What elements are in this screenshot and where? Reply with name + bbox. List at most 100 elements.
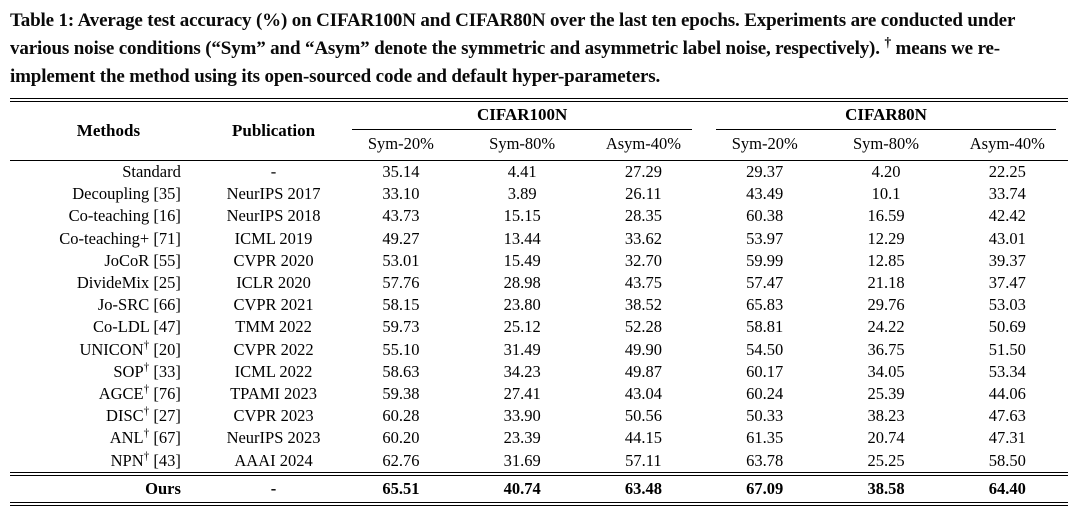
value-cell: 25.39 [867,384,905,404]
value-cell: 27.29 [624,162,662,181]
subcol-cifar100n-asym40: Asym-40% [582,130,705,161]
method-dagger: † [143,405,150,418]
results-table: Methods Publication CIFAR100N CIFAR80N S… [10,98,1068,506]
value-cell: 13.44 [503,228,541,248]
ours-value-cell: 63.48 [582,471,705,504]
method-cell: DivideMix [25] [76,273,181,293]
method-dagger: † [143,427,150,440]
method-cell: ANL† [67] [109,427,181,448]
ours-value-cell: 67.09 [704,471,826,504]
value-cell: 50.69 [988,317,1026,337]
value-cell: 33.62 [624,228,662,248]
method-cell: Jo-SRC [66] [97,295,181,315]
table-footer: Ours - 65.51 40.74 63.48 67.09 38.58 64.… [10,471,1068,504]
value-cell: 59.73 [382,317,420,337]
value-cell: 65.83 [746,295,784,315]
value-cell: 53.97 [746,228,784,248]
value-cell: 47.31 [988,428,1026,448]
value-cell: 53.03 [988,295,1026,315]
value-cell: 3.89 [507,184,537,204]
value-cell: 58.81 [746,317,784,337]
value-cell: 49.87 [624,361,662,381]
method-cell: AGCE† [76] [98,383,181,404]
value-cell: 39.37 [988,250,1026,270]
table-row: AGCE† [76] TPAMI 2023 59.38 27.41 43.04 60.24… [10,383,1068,405]
value-cell: 25.25 [867,450,905,470]
table-row: Co-teaching+ [71] ICML 2019 49.27 13.44 33.6… [10,228,1068,250]
value-cell: 26.11 [625,184,662,204]
method-cell: Decoupling [35] [72,184,181,204]
subcol-cifar80n-sym80: Sym-80% [825,130,947,161]
ours-row: Ours - 65.51 40.74 63.48 67.09 38.58 64.… [10,471,1068,504]
value-cell: 58.50 [988,450,1026,470]
caption-dagger: † [884,34,891,50]
publication-cell: AAAI 2024 [234,450,313,470]
publication-cell: TPAMI 2023 [230,384,318,404]
value-cell: 33.74 [988,184,1026,204]
publication-cell: NeurIPS 2018 [226,206,321,226]
method-cell: NPN† [43] [110,450,181,470]
value-cell: 43.01 [988,228,1026,248]
caption-text-after: means we re-implement the method using i… [10,38,1000,87]
ours-value-cell: 40.74 [461,471,583,504]
value-cell: 12.29 [867,228,905,248]
value-cell: 52.28 [624,317,662,337]
value-cell: 47.63 [988,406,1026,426]
col-header-publication: Publication [206,100,341,161]
value-cell: 21.18 [867,273,905,293]
value-cell: 31.49 [503,339,541,359]
method-cell: JoCoR [55] [104,250,181,270]
table-row: Co-teaching [16] NeurIPS 2018 43.73 15.15 28… [10,205,1068,227]
value-cell: 43.49 [746,184,784,204]
header-subcol-row: Sym-20% Sym-80% Asym-40% Sym-20% Sym-80%… [10,130,1068,161]
value-cell: 49.27 [382,228,420,248]
value-cell: 34.05 [867,361,905,381]
value-cell: 63.78 [746,450,784,470]
value-cell: 57.11 [625,450,662,470]
value-cell: 59.99 [746,250,784,270]
table-row: UNICON† [20] CVPR 2022 55.10 31.49 49.90 54.5… [10,339,1068,361]
caption-text-before: Table 1: Average test accuracy (%) on CI… [10,10,1015,59]
value-cell: 43.73 [382,206,420,226]
value-cell: 51.50 [988,339,1026,359]
group-label-cifar80n: CIFAR80N [716,102,1056,130]
method-dagger: † [143,450,150,463]
subcol-cifar80n-asym40: Asym-40% [946,130,1068,161]
ours-value-cell: 64.40 [946,471,1068,504]
publication-cell: ICLR 2020 [236,273,311,293]
method-dagger: † [143,339,150,352]
subcol-cifar80n-sym20: Sym-20% [704,130,826,161]
value-cell: 4.41 [507,162,537,181]
publication-cell: - [270,162,277,181]
publication-cell: CVPR 2021 [233,295,314,315]
col-header-methods: Methods [10,100,207,161]
group-header-cifar80n: CIFAR80N [704,100,1068,130]
ours-value-cell: 65.51 [340,471,462,504]
value-cell: 58.63 [382,361,420,381]
value-cell: 62.76 [382,450,420,470]
value-cell: 20.74 [867,428,905,448]
method-cell: DISC† [27] [106,405,181,426]
method-cell: Co-teaching+ [71] [59,228,181,248]
value-cell: 57.76 [382,273,420,293]
publication-cell: CVPR 2020 [233,250,314,270]
publication-cell: ICML 2022 [234,361,313,381]
publication-cell: NeurIPS 2023 [226,428,321,448]
value-cell: 49.90 [624,339,662,359]
table-row: Co-LDL [47] TMM 2022 59.73 25.12 52.28 58.81 2… [10,316,1068,338]
method-cell: Standard [122,162,181,181]
value-cell: 61.35 [746,428,784,448]
ours-publication-cell: - [206,471,341,504]
value-cell: 54.50 [746,339,784,359]
value-cell: 36.75 [867,339,905,359]
value-cell: 35.14 [382,162,420,181]
value-cell: 28.35 [624,206,662,226]
value-cell: 23.80 [503,295,541,315]
publication-cell: CVPR 2022 [233,339,314,359]
value-cell: 55.10 [382,339,420,359]
table-row: NPN† [43] AAAI 2024 62.76 31.69 57.11 63.78 25… [10,450,1068,474]
method-cell: UNICON† [20] [79,339,181,359]
table-row: ANL† [67] NeurIPS 2023 60.20 23.39 44.15 61.3… [10,427,1068,449]
header-group-row: Methods Publication CIFAR100N CIFAR80N [10,100,1068,161]
